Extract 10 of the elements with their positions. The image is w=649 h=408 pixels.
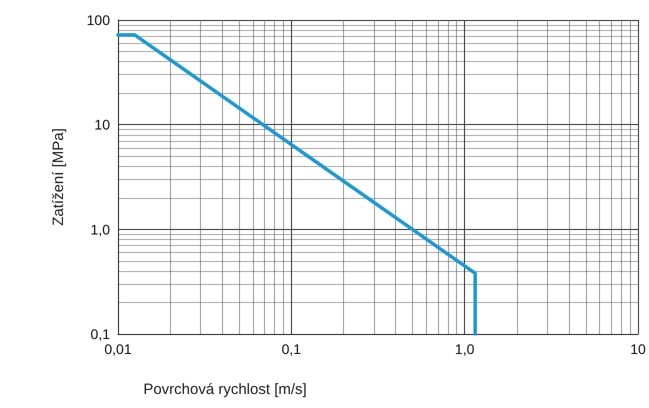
y-tick-label: 10	[94, 116, 110, 133]
y-tick-label: 100	[86, 12, 110, 28]
x-axis-title: Povrchová rychlost [m/s]	[143, 381, 307, 398]
y-tick-label: 1,0	[90, 221, 110, 238]
x-tick-label: 0,1	[282, 341, 302, 357]
y-tick-label: 0,1	[90, 326, 110, 342]
x-tick-label: 10	[630, 341, 646, 357]
x-tick-label: 0,01	[104, 341, 132, 357]
x-tick-label: 1,0	[454, 341, 475, 357]
y-axis-title: Zatížení [MPa]	[50, 128, 67, 226]
